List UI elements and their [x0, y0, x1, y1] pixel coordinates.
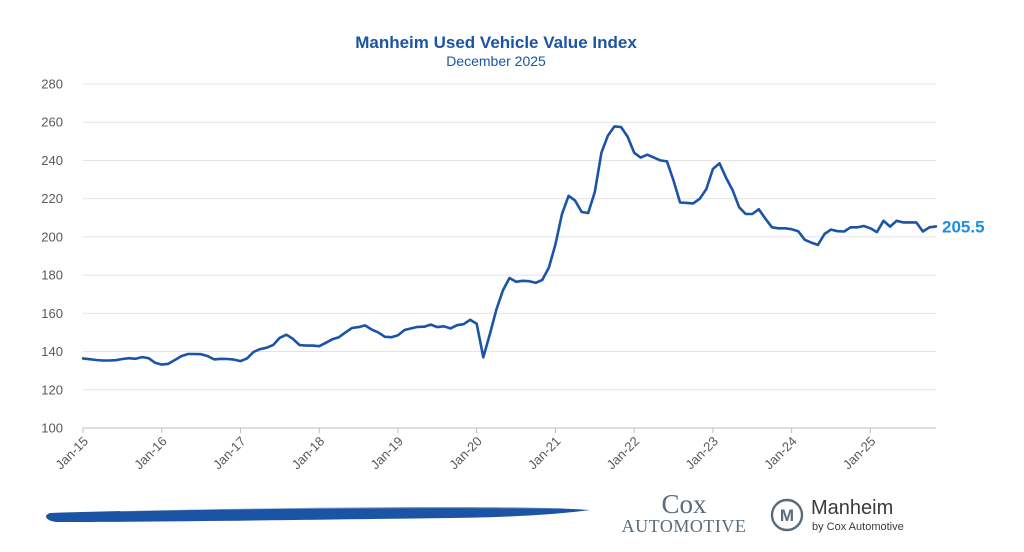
x-tick-label: Jan-19 [367, 434, 406, 473]
grid-lines [83, 83, 936, 391]
manheim-logo-word: Manheim [811, 497, 893, 519]
x-tick-label: Jan-22 [604, 434, 643, 473]
x-tick-label: Jan-25 [840, 434, 879, 473]
brush-stroke [46, 507, 590, 522]
cox-automotive-logo: Cox Automotive [622, 489, 747, 536]
x-tick-label: Jan-17 [210, 434, 249, 473]
y-axis-ticks: 100 120 140 160 180 200 220 240 260 280 [41, 77, 63, 436]
y-tick-label: 160 [41, 306, 63, 321]
y-tick-label: 280 [41, 77, 63, 92]
y-tick-label: 120 [41, 382, 63, 397]
x-tick-label: Jan-15 [52, 434, 91, 473]
end-value-label: 205.5 [942, 217, 985, 236]
y-tick-label: 140 [41, 344, 63, 359]
manheim-emblem-letter: M [780, 506, 794, 525]
y-tick-label: 100 [41, 421, 63, 436]
x-tick-label: Jan-18 [289, 434, 328, 473]
y-tick-label: 260 [41, 115, 63, 130]
chart-subtitle: December 2025 [446, 53, 546, 69]
x-tick-label: Jan-23 [682, 434, 721, 473]
x-tick-label: Jan-21 [525, 434, 564, 473]
y-tick-label: 180 [41, 268, 63, 283]
x-tick-label: Jan-24 [761, 434, 800, 473]
index-series-line [81, 125, 938, 366]
x-tick-label: Jan-16 [131, 434, 170, 473]
manheim-logo: M Manheim by Cox Automotive [770, 497, 904, 533]
chart-title: Manheim Used Vehicle Value Index [355, 33, 637, 52]
automotive-logo-word: Automotive [622, 516, 747, 536]
x-tick-label: Jan-20 [446, 434, 485, 473]
x-axis-ticks: Jan-15 Jan-16 Jan-17 Jan-18 Jan-19 Jan-20 Jan-… [52, 428, 879, 473]
y-tick-label: 200 [41, 229, 63, 244]
y-tick-label: 240 [41, 153, 63, 168]
y-tick-label: 220 [41, 191, 63, 206]
manheim-emblem-icon [770, 498, 804, 532]
manheim-logo-tagline: by Cox Automotive [812, 521, 904, 533]
cox-logo-word: Cox [661, 489, 707, 519]
